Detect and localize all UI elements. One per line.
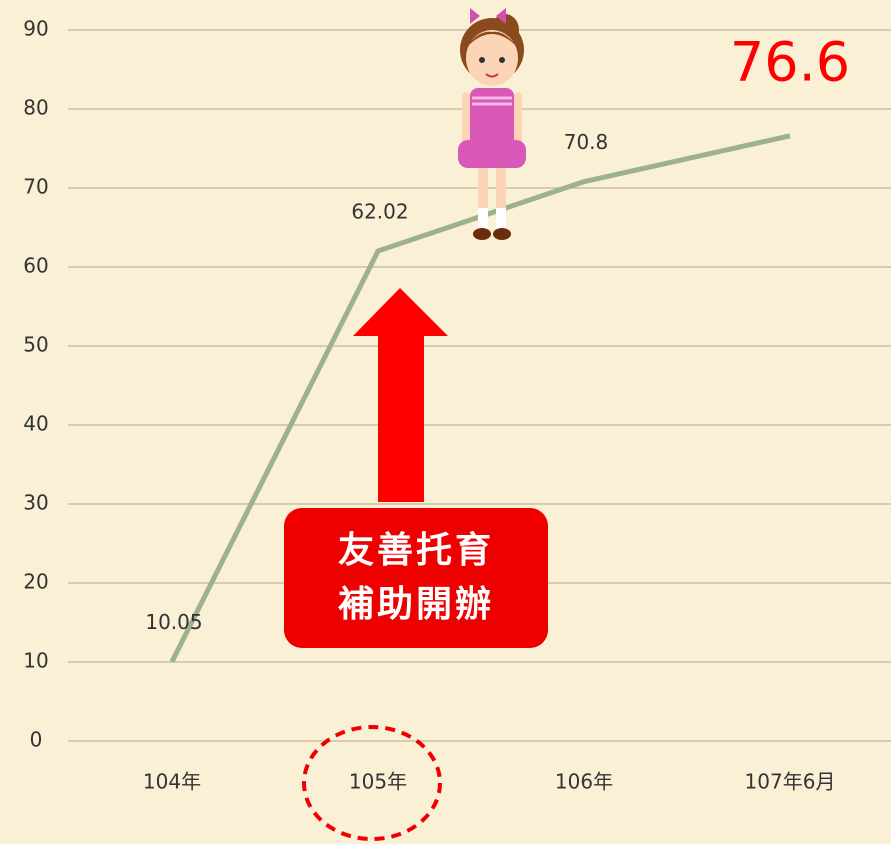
y-tick-label: 20 [23, 570, 48, 594]
data-label: 62.02 [351, 200, 408, 224]
y-tick-label: 30 [23, 491, 48, 515]
x-tick-label: 106年 [555, 770, 613, 794]
x-tick-label: 107年6月 [745, 770, 836, 794]
y-tick-label: 0 [30, 728, 43, 752]
data-label: 10.05 [145, 610, 202, 634]
x-tick-label: 105年 [349, 770, 407, 794]
annotation-text: 補助開辦 [338, 584, 494, 625]
y-tick-label: 70 [23, 175, 48, 199]
annotation-text: 友善托育 [338, 530, 494, 571]
y-tick-label: 10 [23, 649, 48, 673]
y-tick-label: 60 [23, 254, 48, 278]
annotation-box [284, 508, 548, 648]
chart: 0 10 20 30 40 50 60 70 80 90 104年 105年 106年 107年6月 10… [0, 0, 891, 844]
y-tick-label: 90 [23, 17, 48, 41]
y-tick-label: 50 [23, 333, 48, 357]
y-tick-label: 80 [23, 96, 48, 120]
background [0, 0, 891, 844]
y-tick-label: 40 [23, 412, 48, 436]
x-tick-label: 104年 [143, 770, 201, 794]
data-label: 76.6 [730, 31, 850, 94]
data-label: 70.8 [564, 130, 609, 154]
